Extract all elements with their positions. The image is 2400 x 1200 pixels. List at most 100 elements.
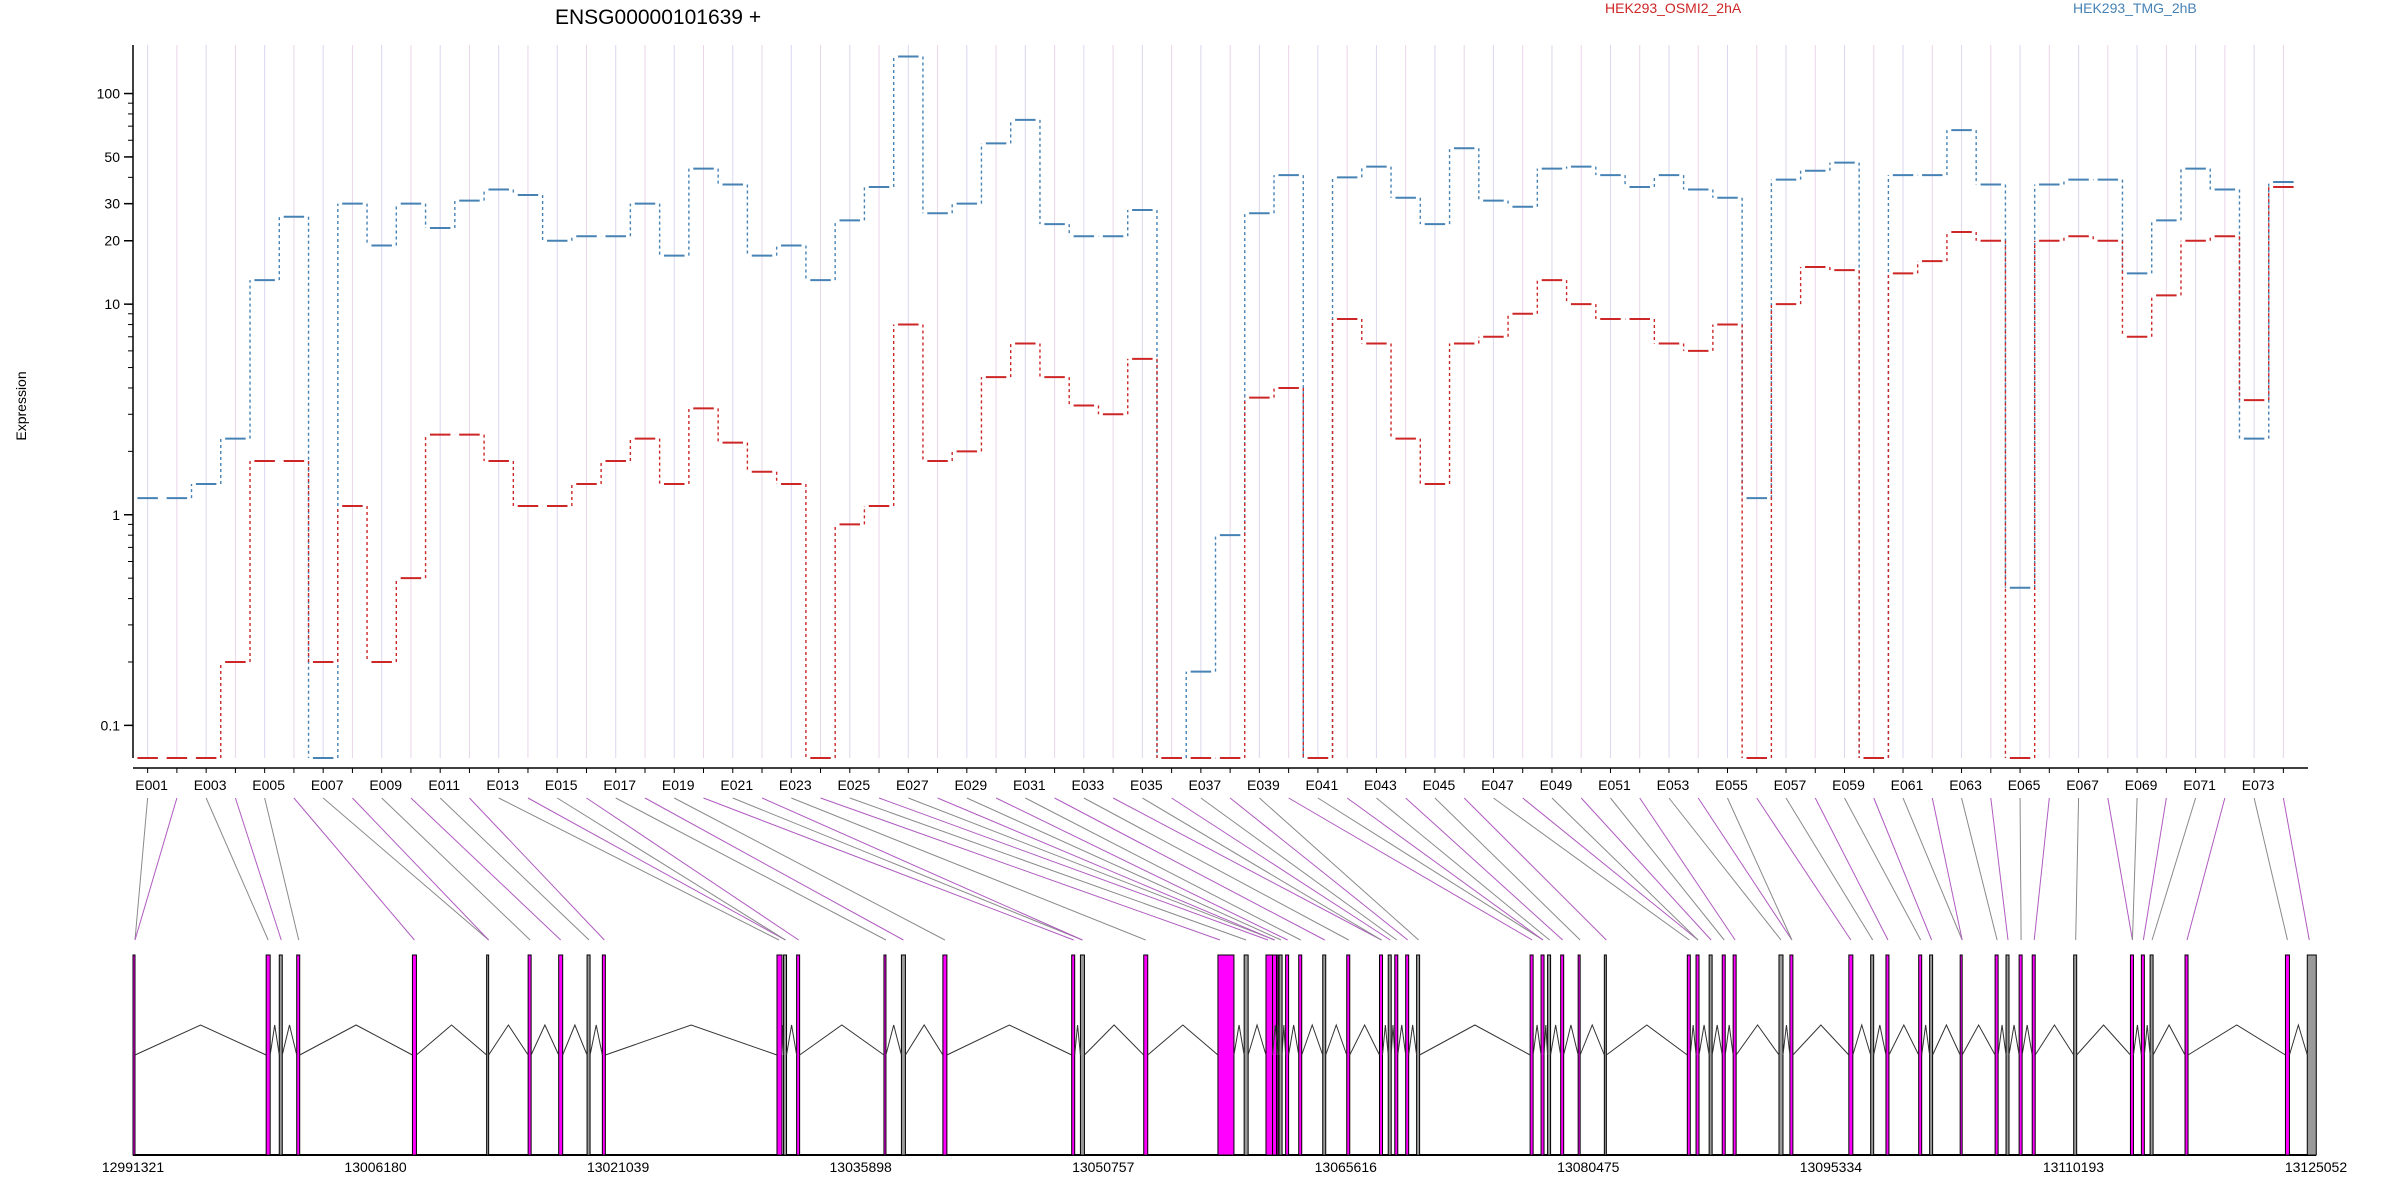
exon-connector	[1054, 797, 1325, 941]
exon-connector	[1844, 797, 1922, 941]
exon-connector	[322, 797, 489, 941]
exon-connector	[878, 797, 1269, 941]
x-tick-label: E029	[954, 777, 987, 793]
exon-connector	[1551, 797, 1699, 941]
exon-block	[1885, 954, 1890, 1156]
intron-line	[1711, 1024, 1723, 1056]
exon-block	[1848, 954, 1854, 1156]
intron-line	[2132, 1024, 2142, 1056]
intron-line	[589, 1024, 603, 1056]
intron-line	[885, 1024, 902, 1056]
x-tick-label: E065	[2008, 777, 2041, 793]
coordinate-label: 13065616	[1315, 1159, 1378, 1175]
exon-block	[1378, 954, 1383, 1156]
intron-line	[2187, 1024, 2286, 1056]
intron-line	[562, 1023, 588, 1056]
exon-block	[1540, 954, 1545, 1156]
exon-block	[1686, 954, 1691, 1156]
series-layer	[137, 55, 2294, 759]
exon-connector	[1463, 797, 1607, 941]
exon-connector	[615, 797, 887, 941]
y-tick-label: 10	[104, 296, 120, 312]
x-tick-label: E015	[545, 777, 578, 793]
exon-connector	[205, 797, 269, 941]
intron-line	[1281, 1024, 1287, 1056]
exon-block	[1387, 954, 1392, 1156]
exon-connector	[1727, 797, 1793, 941]
x-tick-label: E055	[1715, 777, 1748, 793]
intron-line	[1724, 1024, 1734, 1056]
x-tick-label: E035	[1130, 777, 1163, 793]
intron-line	[1276, 1024, 1280, 1056]
coordinate-label: 13095334	[1800, 1159, 1863, 1175]
coordinate-label: 13050757	[1072, 1159, 1135, 1175]
intron-line	[416, 1024, 487, 1056]
exon-connector	[2107, 797, 2133, 941]
intron-line	[1873, 1024, 1887, 1056]
exon-block	[2149, 954, 2154, 1156]
exon-block	[2129, 954, 2134, 1156]
x-tick-label: E049	[1540, 777, 1573, 793]
x-tick-label: E039	[1247, 777, 1280, 793]
exon-block	[1789, 954, 1794, 1156]
exon-block	[1994, 954, 1999, 1156]
exon-block	[1346, 954, 1351, 1156]
x-tick-label: E059	[1832, 777, 1865, 793]
intron-line	[1579, 1023, 1605, 1056]
exon-connector	[556, 797, 786, 941]
x-tick-label: E007	[311, 777, 344, 793]
exon-block	[1708, 954, 1713, 1156]
exon-connector	[937, 797, 1275, 941]
exon-block	[1870, 954, 1875, 1156]
intron-line	[1084, 1024, 1145, 1056]
exon-connector	[469, 797, 605, 941]
intron-line	[299, 1024, 413, 1056]
exon-block	[1603, 954, 1607, 1156]
exon-block	[1322, 954, 1327, 1156]
exon-connector	[1785, 797, 1874, 941]
intron-line	[2034, 1024, 2075, 1056]
exon-block	[2184, 954, 2189, 1156]
intron-line	[605, 1024, 778, 1056]
exon-connector	[2282, 797, 2310, 941]
exon-connector	[2186, 797, 2226, 941]
exon-connector	[908, 797, 1275, 941]
gene-model	[132, 954, 2317, 1156]
intron-line	[1349, 1023, 1380, 1056]
exon-connector	[1931, 797, 1963, 941]
x-tick-label: E003	[194, 777, 227, 793]
x-tick-label: E043	[1364, 777, 1397, 793]
exon-block	[796, 954, 801, 1156]
exon-block	[1778, 954, 1784, 1156]
x-tick-label: E019	[662, 777, 695, 793]
exon-connector	[381, 797, 531, 941]
coordinate-label: 13035898	[830, 1159, 893, 1175]
intron-line	[1390, 1024, 1396, 1056]
exon-block	[1298, 954, 1303, 1156]
exon-connector	[1405, 797, 1564, 941]
intron-line	[1852, 1023, 1872, 1056]
intron-line	[281, 1024, 298, 1056]
exon-connector	[1171, 797, 1391, 941]
intron-line	[1606, 1024, 1688, 1056]
legend-entry-osmi2: HEK293_OSMI2_2hA	[1605, 0, 1742, 16]
exon-connector	[1873, 797, 1933, 941]
exon-block	[2140, 954, 2145, 1156]
exon-block	[1285, 954, 1290, 1156]
exon-connector	[1610, 797, 1725, 941]
intron-line	[1932, 1023, 1961, 1056]
exon-connector	[2075, 797, 2080, 941]
exon-connector	[1142, 797, 1382, 941]
exon-connector	[1697, 797, 1793, 941]
exon-connector	[1668, 797, 1782, 941]
exon-connector	[791, 797, 1146, 941]
intron-line	[2152, 1023, 2186, 1056]
exon-block	[1918, 954, 1923, 1156]
exon-block	[883, 954, 887, 1156]
x-tick-label: E069	[2125, 777, 2158, 793]
exon-block	[1143, 954, 1149, 1156]
chart-title: ENSG00000101639 +	[555, 6, 761, 29]
exon-connector	[586, 797, 799, 941]
exon-block	[1071, 954, 1076, 1156]
intron-line	[1735, 1024, 1780, 1056]
